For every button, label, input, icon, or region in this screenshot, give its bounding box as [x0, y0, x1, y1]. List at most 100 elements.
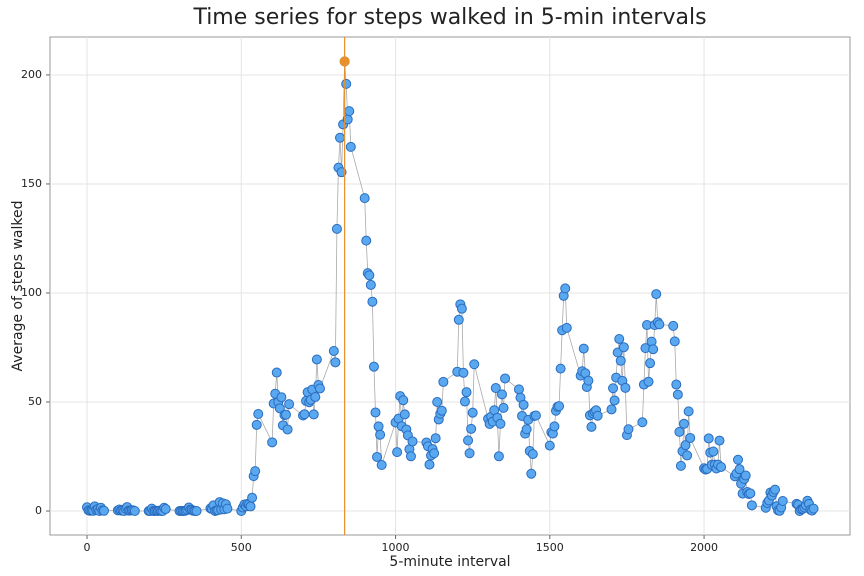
- data-point: [498, 402, 509, 413]
- data-point: [330, 357, 341, 368]
- data-point: [808, 503, 819, 514]
- data-point: [282, 424, 293, 435]
- data-point: [328, 345, 339, 356]
- data-point: [459, 396, 470, 407]
- data-point: [314, 383, 325, 394]
- data-point: [361, 235, 372, 246]
- data-point: [682, 450, 693, 461]
- data-point: [745, 488, 756, 499]
- data-point: [222, 503, 233, 514]
- data-point: [458, 367, 469, 378]
- data-point: [308, 409, 319, 420]
- data-point: [708, 446, 719, 457]
- data-point: [299, 409, 310, 420]
- data-point: [311, 354, 322, 365]
- data-point: [375, 429, 386, 440]
- data-point: [250, 466, 261, 477]
- data-point: [521, 424, 532, 435]
- data-point: [466, 423, 477, 434]
- data-point: [669, 336, 680, 347]
- data-point: [651, 289, 662, 300]
- data-point: [430, 433, 441, 444]
- data-point: [461, 387, 472, 398]
- data-point: [672, 389, 683, 400]
- y-tick-label: 100: [21, 286, 42, 299]
- data-point: [513, 384, 524, 395]
- data-point: [331, 223, 342, 234]
- data-point: [493, 451, 504, 462]
- data-point: [648, 344, 659, 355]
- data-point: [560, 283, 571, 294]
- data-point: [615, 355, 626, 366]
- data-point: [370, 407, 381, 418]
- data-point: [432, 396, 443, 407]
- data-point: [592, 410, 603, 421]
- data-point: [281, 409, 292, 420]
- data-point: [583, 375, 594, 386]
- data-point: [456, 303, 467, 314]
- data-point: [578, 343, 589, 354]
- data-point: [770, 484, 781, 495]
- data-point: [637, 417, 648, 428]
- data-point: [623, 424, 634, 435]
- data-point: [544, 440, 555, 451]
- data-point: [463, 435, 474, 446]
- data-point: [469, 359, 480, 370]
- data-point: [345, 141, 356, 152]
- data-point: [267, 437, 278, 448]
- data-point: [530, 410, 541, 421]
- data-point: [614, 333, 625, 344]
- chart-title: Time series for steps walked in 5-min in…: [192, 5, 706, 30]
- data-point: [392, 447, 403, 458]
- data-point: [654, 319, 665, 330]
- data-point: [344, 106, 355, 117]
- data-point: [372, 451, 383, 462]
- data-point: [518, 399, 529, 410]
- data-point: [586, 421, 597, 432]
- data-point: [453, 314, 464, 325]
- data-point: [618, 342, 629, 353]
- data-point: [160, 504, 171, 515]
- x-tick-label: 1500: [536, 541, 564, 554]
- data-point: [777, 495, 788, 506]
- data-point: [561, 322, 572, 333]
- data-point: [341, 78, 352, 89]
- data-point: [367, 296, 378, 307]
- data-point: [527, 449, 538, 460]
- y-tick-label: 50: [28, 395, 42, 408]
- data-point: [271, 367, 282, 378]
- x-tick-label: 0: [84, 541, 91, 554]
- data-point: [733, 454, 744, 465]
- data-point: [671, 379, 682, 390]
- data-point: [310, 391, 321, 402]
- data-point: [500, 373, 511, 384]
- data-point: [680, 440, 691, 451]
- data-point: [274, 403, 285, 414]
- data-point: [364, 270, 375, 281]
- x-tick-label: 500: [231, 541, 252, 554]
- plot-panel: [49, 36, 851, 536]
- data-point: [606, 404, 617, 415]
- data-point: [716, 461, 727, 472]
- data-point: [438, 376, 449, 387]
- x-axis-title: 5-minute interval: [389, 554, 510, 570]
- data-point: [555, 363, 566, 374]
- data-point: [335, 132, 346, 143]
- data-point: [675, 460, 686, 471]
- data-point: [683, 406, 694, 417]
- data-point: [424, 459, 435, 470]
- data-point: [526, 468, 537, 479]
- x-tick-label: 1000: [382, 541, 410, 554]
- data-point: [191, 506, 202, 517]
- data-point: [496, 389, 507, 400]
- data-point: [247, 492, 258, 503]
- data-point: [668, 320, 679, 331]
- y-tick-label: 150: [21, 177, 42, 190]
- data-point: [746, 500, 757, 511]
- data-point: [253, 408, 264, 419]
- data-point: [645, 358, 656, 369]
- data-point: [359, 193, 370, 204]
- data-point: [336, 167, 347, 178]
- data-point: [98, 505, 109, 516]
